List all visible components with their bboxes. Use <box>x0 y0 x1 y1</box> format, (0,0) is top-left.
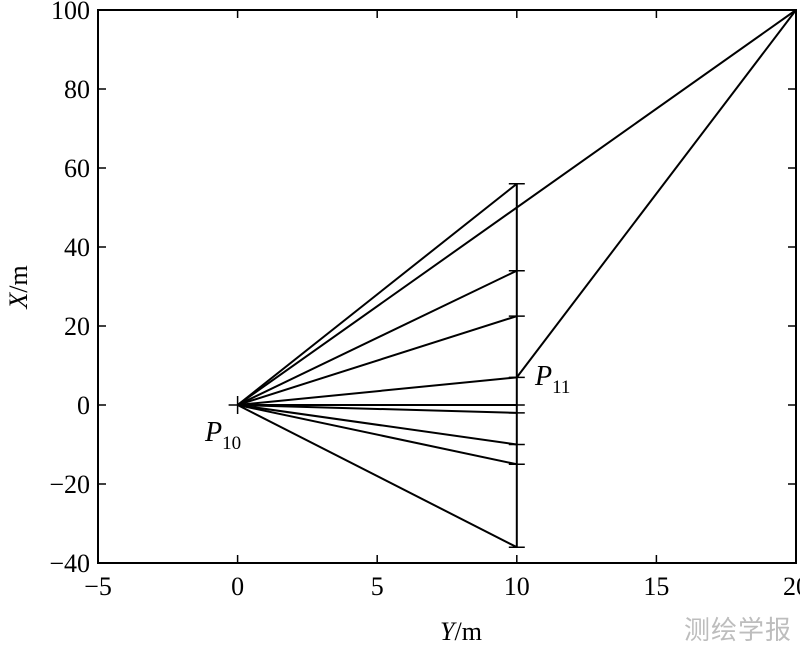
ray-line <box>237 404 518 466</box>
ray-line <box>237 404 518 549</box>
x-axis-unit: /m <box>455 617 482 646</box>
y-tick-label: 20 <box>64 312 90 341</box>
p10-sub: 10 <box>222 433 241 454</box>
x-axis-var: Y <box>440 617 457 646</box>
ray-line <box>237 404 517 414</box>
y-tick-label: 80 <box>64 75 90 104</box>
x-tick-label: 0 <box>231 572 244 601</box>
x-tick-label: 20 <box>783 572 800 601</box>
series-lines <box>236 9 797 549</box>
y-axis-var: X <box>4 292 33 310</box>
p11-sub: 11 <box>552 377 570 398</box>
point-label-p11: P11 <box>534 361 570 398</box>
p10-letter: P <box>204 417 222 448</box>
y-tick-label: 100 <box>51 0 90 25</box>
x-axis-label: Y/m <box>440 617 482 646</box>
connecting-segment <box>516 9 797 378</box>
ray-line <box>236 183 518 406</box>
x-tick-labels: −5 0 5 10 15 20 <box>84 572 800 601</box>
point-label-p10: P10 <box>204 417 241 454</box>
x-tick-label: −5 <box>84 572 112 601</box>
p11-letter: P <box>534 361 552 392</box>
watermark: 测绘学报 <box>683 616 792 646</box>
x-tick-label: 15 <box>643 572 669 601</box>
axis-ticks <box>97 9 797 564</box>
y-tick-label: 40 <box>64 233 90 262</box>
y-tick-label: −20 <box>49 470 90 499</box>
point-markers <box>228 183 525 548</box>
y-axis-label: X/m <box>4 265 33 309</box>
ray-line <box>237 404 517 446</box>
y-tick-label: 60 <box>64 154 90 183</box>
y-axis-unit: /m <box>4 265 33 292</box>
x-tick-label: 5 <box>371 572 384 601</box>
y-tick-label: −40 <box>49 549 90 578</box>
y-tick-labels: −40 −20 0 20 40 60 80 100 <box>49 0 90 578</box>
y-tick-label: 0 <box>77 391 90 420</box>
ray-line <box>237 315 518 406</box>
plot-frame <box>97 9 797 564</box>
ray-line <box>237 376 517 406</box>
ray-line <box>237 269 518 406</box>
x-tick-label: 10 <box>504 572 530 601</box>
